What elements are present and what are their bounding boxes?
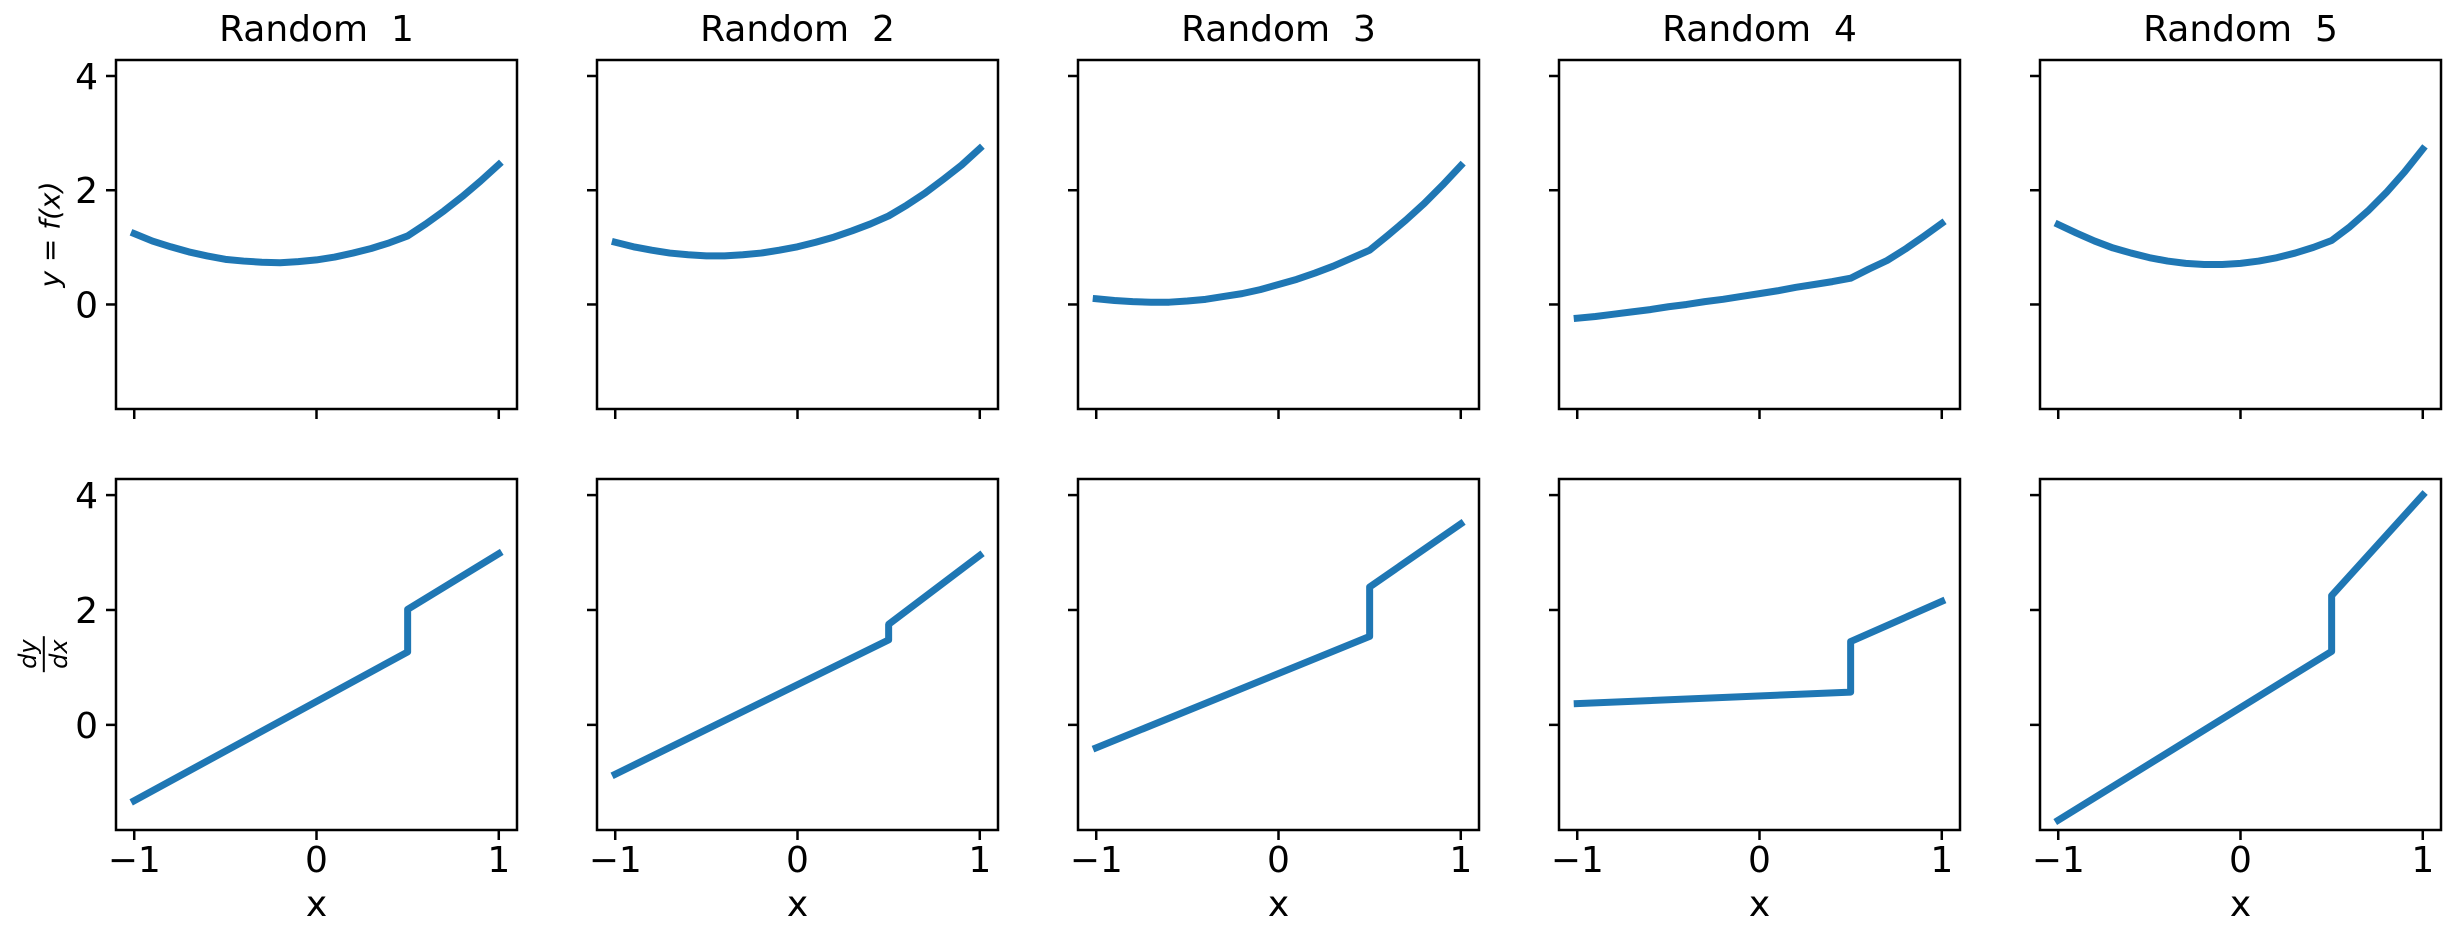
axes-function-random-2 xyxy=(587,58,1000,419)
y-axis-label-text: y = f(x) xyxy=(33,181,67,288)
curve-derivatives-3 xyxy=(1091,518,1466,753)
x-tick-label: 1 xyxy=(2411,840,2434,881)
x-tick-label: 1 xyxy=(1930,840,1953,881)
axes-function-random-5 xyxy=(2030,58,2443,419)
x-tick-label: −1 xyxy=(1070,840,1123,881)
curve-functions-2 xyxy=(610,143,985,260)
x-tick-label: 0 xyxy=(786,840,809,881)
y-tick-label: 2 xyxy=(75,591,98,632)
x-axis-label-col-3: x xyxy=(1267,884,1290,925)
x-tick-label: −1 xyxy=(108,840,161,881)
axes-spines xyxy=(1076,477,1481,832)
subplot-title-random-5: Random 5 xyxy=(2143,9,2338,50)
x-axis-label-col-4: x xyxy=(1748,884,1771,925)
axes-spines xyxy=(595,58,1000,411)
curve-functions-1 xyxy=(129,159,504,267)
x-tick-label: −1 xyxy=(589,840,642,881)
x-tick-label: 0 xyxy=(1748,840,1771,881)
axes-spines xyxy=(1557,477,1962,832)
x-tick-label: 0 xyxy=(305,840,328,881)
x-axis-label-col-1: x xyxy=(305,884,328,925)
axes-spines xyxy=(595,477,1000,832)
x-tick-label: −1 xyxy=(2032,840,2085,881)
axes-function-random-1: 0 2 4 xyxy=(75,57,519,419)
fraction-numerator: dy xyxy=(13,639,42,670)
y-tick-label: 0 xyxy=(75,285,98,326)
x-axis-label-col-5: x xyxy=(2229,884,2252,925)
curve-functions-5 xyxy=(2053,144,2428,268)
curve-functions-4 xyxy=(1573,218,1947,322)
curve-derivatives-2 xyxy=(610,550,985,779)
x-axis-label-col-2: x xyxy=(786,884,809,925)
curve-derivatives-4 xyxy=(1573,596,1947,708)
x-tick-label: 1 xyxy=(487,840,510,881)
fraction-denominator: dx xyxy=(45,639,73,670)
y-tick-label: 4 xyxy=(75,476,98,517)
x-tick-label: 0 xyxy=(2229,840,2252,881)
subplot-title-random-1: Random 1 xyxy=(219,9,414,50)
y-axis-label-function-row: y = f(x) xyxy=(24,60,76,409)
axes-spines xyxy=(1557,58,1962,411)
axes-derivative-random-1: −1 0 1 0 2 4 xyxy=(75,476,519,881)
axes-spines xyxy=(2038,477,2443,832)
y-tick-label: 0 xyxy=(75,706,98,747)
x-tick-label: −1 xyxy=(1551,840,1604,881)
axes-derivative-random-3: −1 0 1 xyxy=(1068,477,1481,881)
subplot-title-random-4: Random 4 xyxy=(1662,9,1857,50)
axes-derivative-random-2: −1 0 1 xyxy=(587,477,1000,881)
axes-spines xyxy=(114,58,519,411)
axes-spines xyxy=(2038,58,2443,411)
x-tick-label: 1 xyxy=(1449,840,1472,881)
curve-derivatives-1 xyxy=(129,548,504,806)
curve-derivatives-5 xyxy=(2053,490,2428,826)
axes-derivative-random-4: −1 0 1 xyxy=(1549,477,1962,881)
axes-function-random-4 xyxy=(1549,58,1962,419)
axes-spines xyxy=(1076,58,1481,411)
x-tick-label: 0 xyxy=(1267,840,1290,881)
axes-spines xyxy=(114,477,519,832)
dydx-fraction: dy dx xyxy=(13,636,73,673)
axes-derivative-random-5: −1 0 1 xyxy=(2030,477,2443,881)
y-axis-label-derivative-row: dy dx xyxy=(13,479,73,830)
subplot-title-random-2: Random 2 xyxy=(700,9,895,50)
subplot-title-random-3: Random 3 xyxy=(1181,9,1376,50)
x-tick-label: 1 xyxy=(968,840,991,881)
curve-functions-3 xyxy=(1092,160,1466,306)
y-tick-label: 4 xyxy=(75,57,98,98)
y-tick-label: 2 xyxy=(75,171,98,212)
axes-function-random-3 xyxy=(1068,58,1481,419)
